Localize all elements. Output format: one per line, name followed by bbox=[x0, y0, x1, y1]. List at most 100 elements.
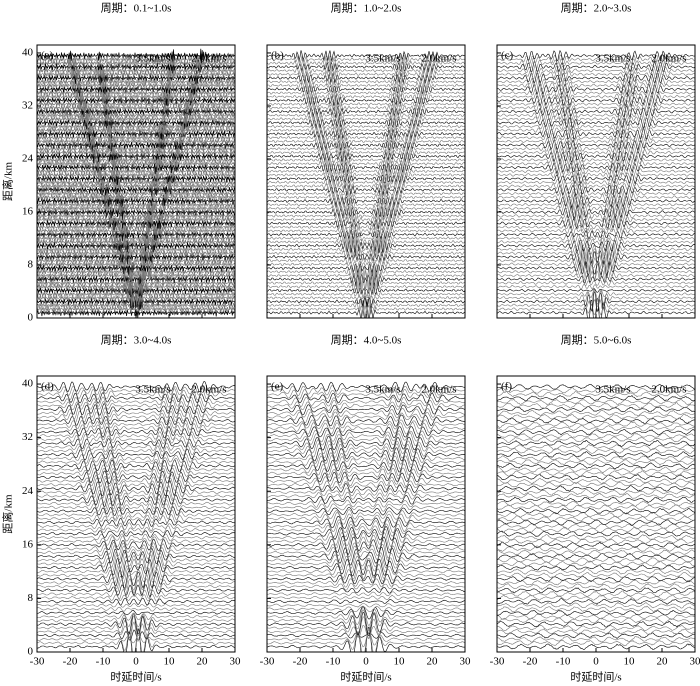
trace bbox=[497, 102, 695, 115]
trace bbox=[497, 526, 695, 534]
trace bbox=[37, 305, 235, 313]
trace bbox=[267, 436, 465, 451]
trace bbox=[497, 187, 695, 200]
trace bbox=[497, 216, 695, 230]
y-axis-label: 距离/km bbox=[1, 494, 15, 534]
trace bbox=[37, 106, 235, 117]
trace bbox=[37, 234, 235, 249]
trace bbox=[267, 87, 465, 98]
velocity-label: 2.0km/s bbox=[191, 53, 226, 65]
trace bbox=[37, 557, 235, 579]
trace bbox=[37, 488, 235, 504]
trace bbox=[497, 425, 695, 432]
trace bbox=[497, 297, 695, 318]
trace bbox=[267, 515, 465, 529]
trace bbox=[37, 553, 235, 574]
trace bbox=[497, 504, 695, 511]
trace bbox=[37, 70, 235, 85]
trace bbox=[497, 440, 695, 447]
trace bbox=[37, 217, 235, 231]
y-tick-label: 0 bbox=[28, 312, 34, 324]
trace bbox=[497, 507, 695, 515]
trace bbox=[37, 615, 235, 642]
trace bbox=[267, 76, 465, 87]
trace bbox=[497, 451, 695, 458]
trace bbox=[37, 83, 235, 97]
x-tick-label: 20 bbox=[657, 656, 669, 668]
trace bbox=[497, 289, 695, 300]
trace bbox=[267, 150, 465, 163]
trace bbox=[497, 98, 695, 110]
panel-title: 周期：1.0~2.0s bbox=[331, 2, 402, 15]
trace bbox=[37, 612, 235, 621]
trace bbox=[267, 298, 465, 318]
trace bbox=[497, 605, 695, 613]
trace bbox=[497, 488, 695, 496]
panel-label: (d) bbox=[41, 381, 54, 393]
trace bbox=[267, 439, 465, 455]
trace bbox=[497, 552, 695, 560]
panel-title: 周期：5.0~6.0s bbox=[561, 334, 632, 347]
trace bbox=[267, 499, 465, 508]
trace bbox=[267, 99, 465, 110]
trace bbox=[267, 573, 465, 585]
trace bbox=[267, 116, 465, 128]
trace bbox=[37, 198, 235, 211]
trace bbox=[267, 385, 465, 396]
trace bbox=[497, 538, 695, 545]
trace bbox=[267, 132, 465, 143]
trace bbox=[37, 57, 235, 70]
y-tick-label: 32 bbox=[22, 431, 33, 443]
x-tick-label: -20 bbox=[293, 656, 308, 668]
trace bbox=[267, 123, 465, 137]
panel-label: (f) bbox=[501, 381, 512, 393]
trace bbox=[497, 481, 695, 488]
trace bbox=[37, 260, 235, 275]
trace bbox=[37, 613, 235, 628]
trace bbox=[37, 250, 235, 265]
trace bbox=[497, 90, 695, 104]
trace bbox=[267, 222, 465, 233]
velocity-label: 2.0km/s bbox=[651, 384, 686, 396]
trace bbox=[497, 49, 695, 62]
trace bbox=[497, 632, 695, 639]
trace bbox=[37, 170, 235, 186]
trace bbox=[267, 209, 465, 222]
trace bbox=[497, 160, 695, 175]
y-tick-label: 16 bbox=[22, 538, 34, 550]
trace bbox=[267, 90, 465, 103]
trace bbox=[497, 406, 695, 413]
y-tick-label: 8 bbox=[28, 592, 34, 604]
trace bbox=[267, 121, 465, 132]
trace bbox=[267, 154, 465, 166]
trace bbox=[37, 584, 235, 598]
trace bbox=[267, 606, 465, 627]
trace bbox=[497, 283, 695, 290]
trace bbox=[37, 246, 235, 260]
trace bbox=[497, 244, 695, 263]
trace bbox=[267, 102, 465, 114]
trace bbox=[497, 391, 695, 398]
trace bbox=[267, 231, 465, 246]
trace bbox=[497, 458, 695, 466]
trace bbox=[497, 609, 695, 616]
trace bbox=[37, 93, 235, 106]
trace bbox=[37, 156, 235, 170]
trace bbox=[267, 411, 465, 424]
trace bbox=[37, 153, 235, 166]
panel: 周期：1.0~2.0s (b) 3.5km/s 2.0km/s bbox=[266, 2, 466, 319]
trace bbox=[267, 113, 465, 125]
trace bbox=[37, 425, 235, 439]
trace bbox=[37, 547, 235, 565]
velocity-label: 2.0km/s bbox=[191, 384, 226, 396]
x-tick-label: 20 bbox=[197, 656, 209, 668]
trace bbox=[37, 86, 235, 100]
trace bbox=[497, 395, 695, 402]
trace bbox=[37, 513, 235, 524]
trace bbox=[497, 560, 695, 568]
y-tick-label: 24 bbox=[22, 153, 34, 165]
trace bbox=[37, 578, 235, 595]
trace bbox=[267, 558, 465, 577]
velocity-label: 3.5km/s bbox=[595, 53, 630, 65]
trace bbox=[267, 426, 465, 439]
